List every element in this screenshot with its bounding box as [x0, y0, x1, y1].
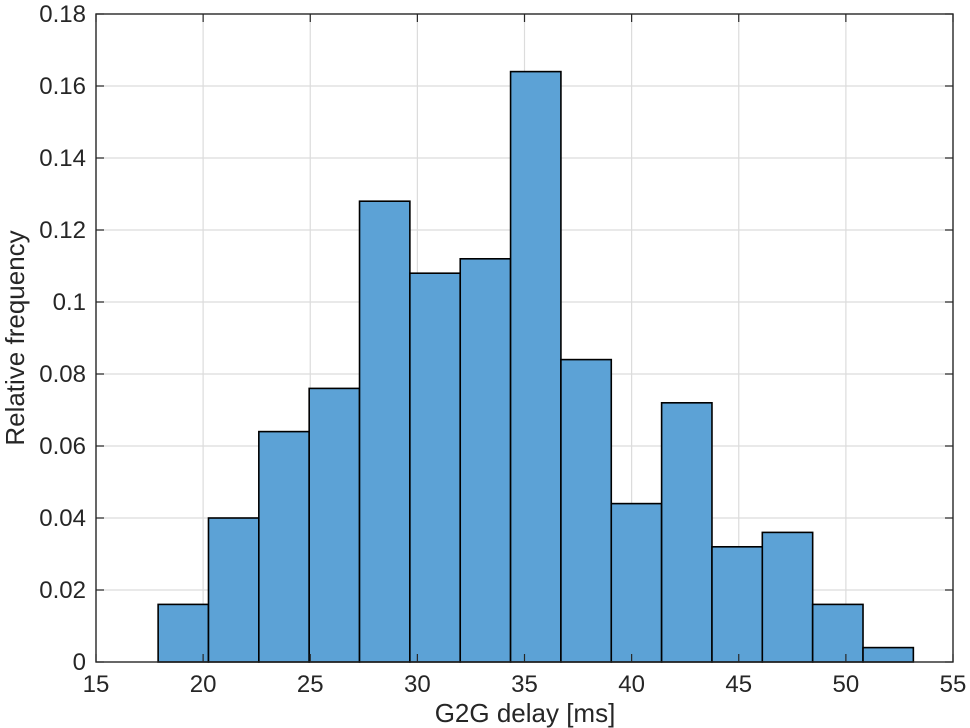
- y-tick-label: 0.16: [39, 73, 86, 100]
- y-tick-label: 0.06: [39, 433, 86, 460]
- histogram-bar: [258, 430, 310, 663]
- histogram-bar: [459, 257, 512, 663]
- y-tick-label: 0.02: [39, 577, 86, 604]
- y-tick-label: 0.12: [39, 217, 86, 244]
- histogram-bar: [358, 200, 411, 663]
- x-axis-ticks: 15 20 25 30 35 40 45 50 55: [83, 14, 967, 698]
- histogram-bar: [560, 358, 613, 663]
- x-tick-label: 30: [404, 671, 431, 698]
- histogram-bar: [157, 603, 210, 663]
- y-axis-label: Relative frequency: [0, 230, 30, 445]
- x-tick-label: 50: [833, 671, 860, 698]
- x-tick-label: 25: [297, 671, 324, 698]
- y-tick-label: 0.18: [39, 1, 86, 28]
- histogram-bar: [409, 272, 462, 663]
- histogram-bar: [711, 545, 764, 663]
- y-axis-ticks: 0 0.02 0.04 0.06 0.08 0.1 0.12 0.14 0.16 0.18: [39, 1, 953, 676]
- y-tick-label: 0.08: [39, 361, 86, 388]
- x-tick-label: 55: [940, 671, 967, 698]
- x-tick-label: 45: [725, 671, 752, 698]
- histogram-bar: [308, 387, 361, 663]
- y-tick-label: 0.14: [39, 145, 86, 172]
- histogram-bar: [509, 70, 562, 663]
- y-tick-label: 0.1: [53, 289, 86, 316]
- histogram-bar: [811, 603, 864, 663]
- histogram-bar: [862, 646, 915, 663]
- histogram-bar: [761, 531, 814, 663]
- x-tick-label: 40: [618, 671, 645, 698]
- x-axis-label: G2G delay [ms]: [435, 698, 616, 728]
- y-tick-label: 0.04: [39, 505, 86, 532]
- histogram-bars: [157, 70, 915, 663]
- x-tick-label: 20: [190, 671, 217, 698]
- histogram-bar: [207, 517, 260, 663]
- x-tick-label: 15: [83, 671, 110, 698]
- y-tick-label: 0: [73, 649, 86, 676]
- histogram-bar: [610, 502, 663, 663]
- histogram-bar: [660, 401, 713, 663]
- x-tick-label: 35: [511, 671, 538, 698]
